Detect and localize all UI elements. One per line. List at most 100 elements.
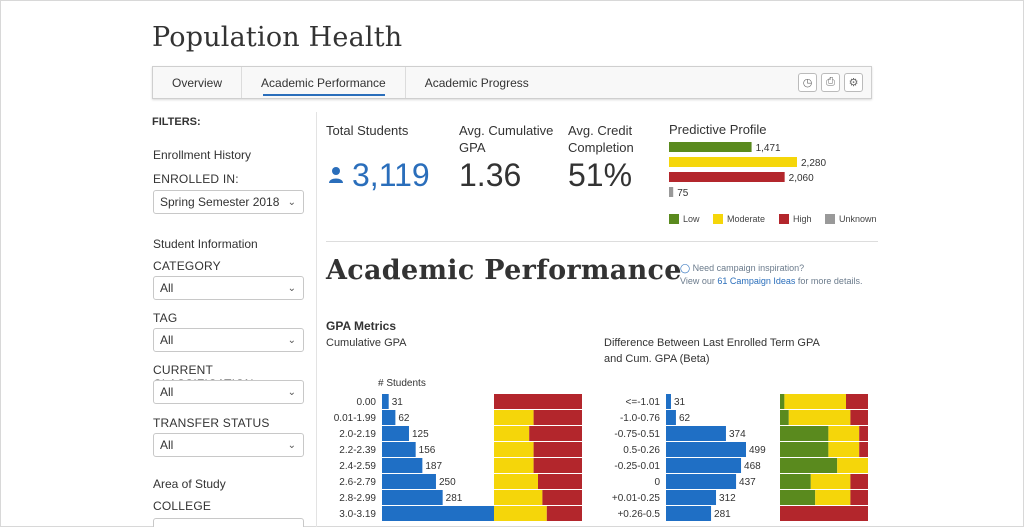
predictive-bar-high <box>669 172 785 182</box>
cumulative-gpa-bar <box>382 506 510 521</box>
gpa-difference-profile-segment <box>850 490 868 505</box>
classification-select[interactable]: All ⌄ <box>153 380 304 404</box>
cumulative-gpa-profile-segment <box>533 442 582 457</box>
predictive-profile-title: Predictive Profile <box>669 122 767 137</box>
category-label: CATEGORY <box>153 259 221 273</box>
gpa-difference-profile-segment <box>788 410 851 425</box>
cumulative-gpa-profile-segment <box>494 458 534 473</box>
campaign-suffix: for more details. <box>795 276 863 286</box>
printer-icon[interactable]: ⎙ <box>821 73 840 92</box>
cumulative-gpa-value-label: 250 <box>439 477 456 488</box>
tag-select[interactable]: All ⌄ <box>153 328 304 352</box>
gpa-difference-category-label: -1.0-0.76 <box>620 413 660 424</box>
chevron-down-icon: ⌄ <box>287 440 296 451</box>
cumulative-gpa-bar <box>382 410 396 425</box>
gpa-metrics-title: GPA Metrics <box>326 319 397 333</box>
select-value: All <box>160 385 174 399</box>
gpa-difference-category-label: +0.26-0.5 <box>617 509 660 520</box>
campaign-ideas-link[interactable]: 61 Campaign Ideas <box>717 276 796 286</box>
gpa-difference-profile-segment <box>859 442 868 457</box>
avg-gpa-label: Avg. Cumulative GPA <box>459 123 554 155</box>
cumulative-gpa-value-label: 31 <box>392 397 404 408</box>
gpa-difference-profile-segment <box>810 474 851 489</box>
legend-swatch <box>713 214 723 224</box>
cumulative-gpa-bar <box>382 474 436 489</box>
difference-title-line1: Difference Between Last Enrolled Term GP… <box>604 337 820 349</box>
cumulative-gpa-category-label: 0.01-1.99 <box>334 413 377 424</box>
select-value: All <box>160 281 174 295</box>
chevron-down-icon: ⌄ <box>287 197 296 208</box>
student-information-heading: Student Information <box>153 237 258 251</box>
gpa-difference-bar <box>666 490 717 505</box>
gpa-difference-category-label: +0.01-0.25 <box>612 493 661 504</box>
legend-label: Unknown <box>839 214 877 224</box>
cumulative-gpa-profile-segment <box>494 474 538 489</box>
predictive-bar-label: 2,280 <box>801 158 826 169</box>
gpa-charts: 0.00 31 0.01-1.99 62 2.0-2.19 125 2.2-2.39 156 2… <box>334 394 868 521</box>
gpa-difference-bar <box>666 410 676 425</box>
cumulative-gpa-bar <box>382 490 443 505</box>
legend-label: High <box>793 214 812 224</box>
gpa-difference-profile-segment <box>815 490 851 505</box>
tab-label: Overview <box>172 75 223 90</box>
lightbulb-icon: ◯ <box>680 263 691 273</box>
legend-label: Moderate <box>727 214 766 224</box>
cumulative-gpa-profile-segment <box>494 394 582 409</box>
cumulative-gpa-profile-segment <box>494 490 543 505</box>
predictive-bar-unknown <box>669 187 674 197</box>
clock-icon[interactable]: ◷ <box>798 73 817 92</box>
category-select[interactable]: All ⌄ <box>153 276 304 300</box>
gpa-difference-bar <box>666 474 737 489</box>
cumulative-gpa-category-label: 3.0-3.19 <box>339 509 376 520</box>
gpa-difference-bar <box>666 506 712 521</box>
enrolled-in-select[interactable]: Spring Semester 2018 ⌄ <box>153 190 304 214</box>
select-value: All <box>160 438 174 452</box>
legend-label: Low <box>683 214 700 224</box>
gpa-difference-profile-segment <box>828 426 860 441</box>
gpa-difference-value-label: 31 <box>674 397 686 408</box>
gpa-difference-category-label: 0 <box>654 477 660 488</box>
gpa-difference-value-label: 312 <box>719 493 736 504</box>
avg-credit-label: Avg. Credit Completion <box>568 123 634 155</box>
transfer-status-label: TRANSFER STATUS <box>153 416 270 430</box>
section-title: Academic Performance <box>326 255 682 286</box>
tab-label: Academic Progress <box>424 75 529 90</box>
tab-academic-performance[interactable]: Academic Performance <box>242 67 406 98</box>
cumulative-gpa-value-label: 187 <box>425 461 442 472</box>
select-value: All <box>160 333 174 347</box>
legend-low: Low <box>669 214 700 224</box>
cumulative-gpa-category-label: 2.6-2.79 <box>339 477 376 488</box>
college-select[interactable] <box>153 518 304 527</box>
cumulative-gpa-profile-segment <box>494 410 534 425</box>
cumulative-gpa-profile-segment <box>494 506 547 521</box>
gpa-difference-profile-segment <box>780 394 785 409</box>
gear-icon[interactable]: ⚙ <box>844 73 863 92</box>
select-value: Spring Semester 2018 <box>160 195 280 209</box>
predictive-bar-label: 1,471 <box>756 143 781 154</box>
cumulative-gpa-value-label: 125 <box>412 429 429 440</box>
gpa-difference-value-label: 499 <box>749 445 766 456</box>
tab-academic-progress[interactable]: Academic Progress <box>406 67 548 98</box>
tab-overview[interactable]: Overview <box>153 67 243 98</box>
cumulative-gpa-profile-segment <box>546 506 582 521</box>
cumulative-gpa-value-label: 62 <box>398 413 410 424</box>
gpa-difference-bar <box>666 394 671 409</box>
students-column-header: # Students <box>378 378 426 389</box>
campaign-line1: Need campaign inspiration? <box>692 263 805 273</box>
gpa-difference-profile-segment <box>780 442 829 457</box>
gpa-difference-profile-segment <box>837 458 868 473</box>
total-students-label: Total Students <box>326 123 409 138</box>
filters-sidebar: FILTERS: Enrollment History ENROLLED IN:… <box>152 112 317 527</box>
gpa-difference-profile-segment <box>850 474 868 489</box>
legend-swatch <box>669 214 679 224</box>
app-title: Population Health <box>152 22 403 53</box>
cumulative-gpa-category-label: 2.0-2.19 <box>339 429 376 440</box>
cumulative-gpa-profile-segment <box>538 474 582 489</box>
gpa-difference-profile-segment <box>780 506 868 521</box>
cumulative-gpa-title: Cumulative GPA <box>326 337 407 349</box>
avg-gpa-value: 1.36 <box>459 157 522 193</box>
gpa-difference-category-label: 0.5-0.26 <box>623 445 660 456</box>
transfer-status-select[interactable]: All ⌄ <box>153 433 304 457</box>
area-of-study-heading: Area of Study <box>153 477 226 491</box>
legend-swatch <box>825 214 835 224</box>
